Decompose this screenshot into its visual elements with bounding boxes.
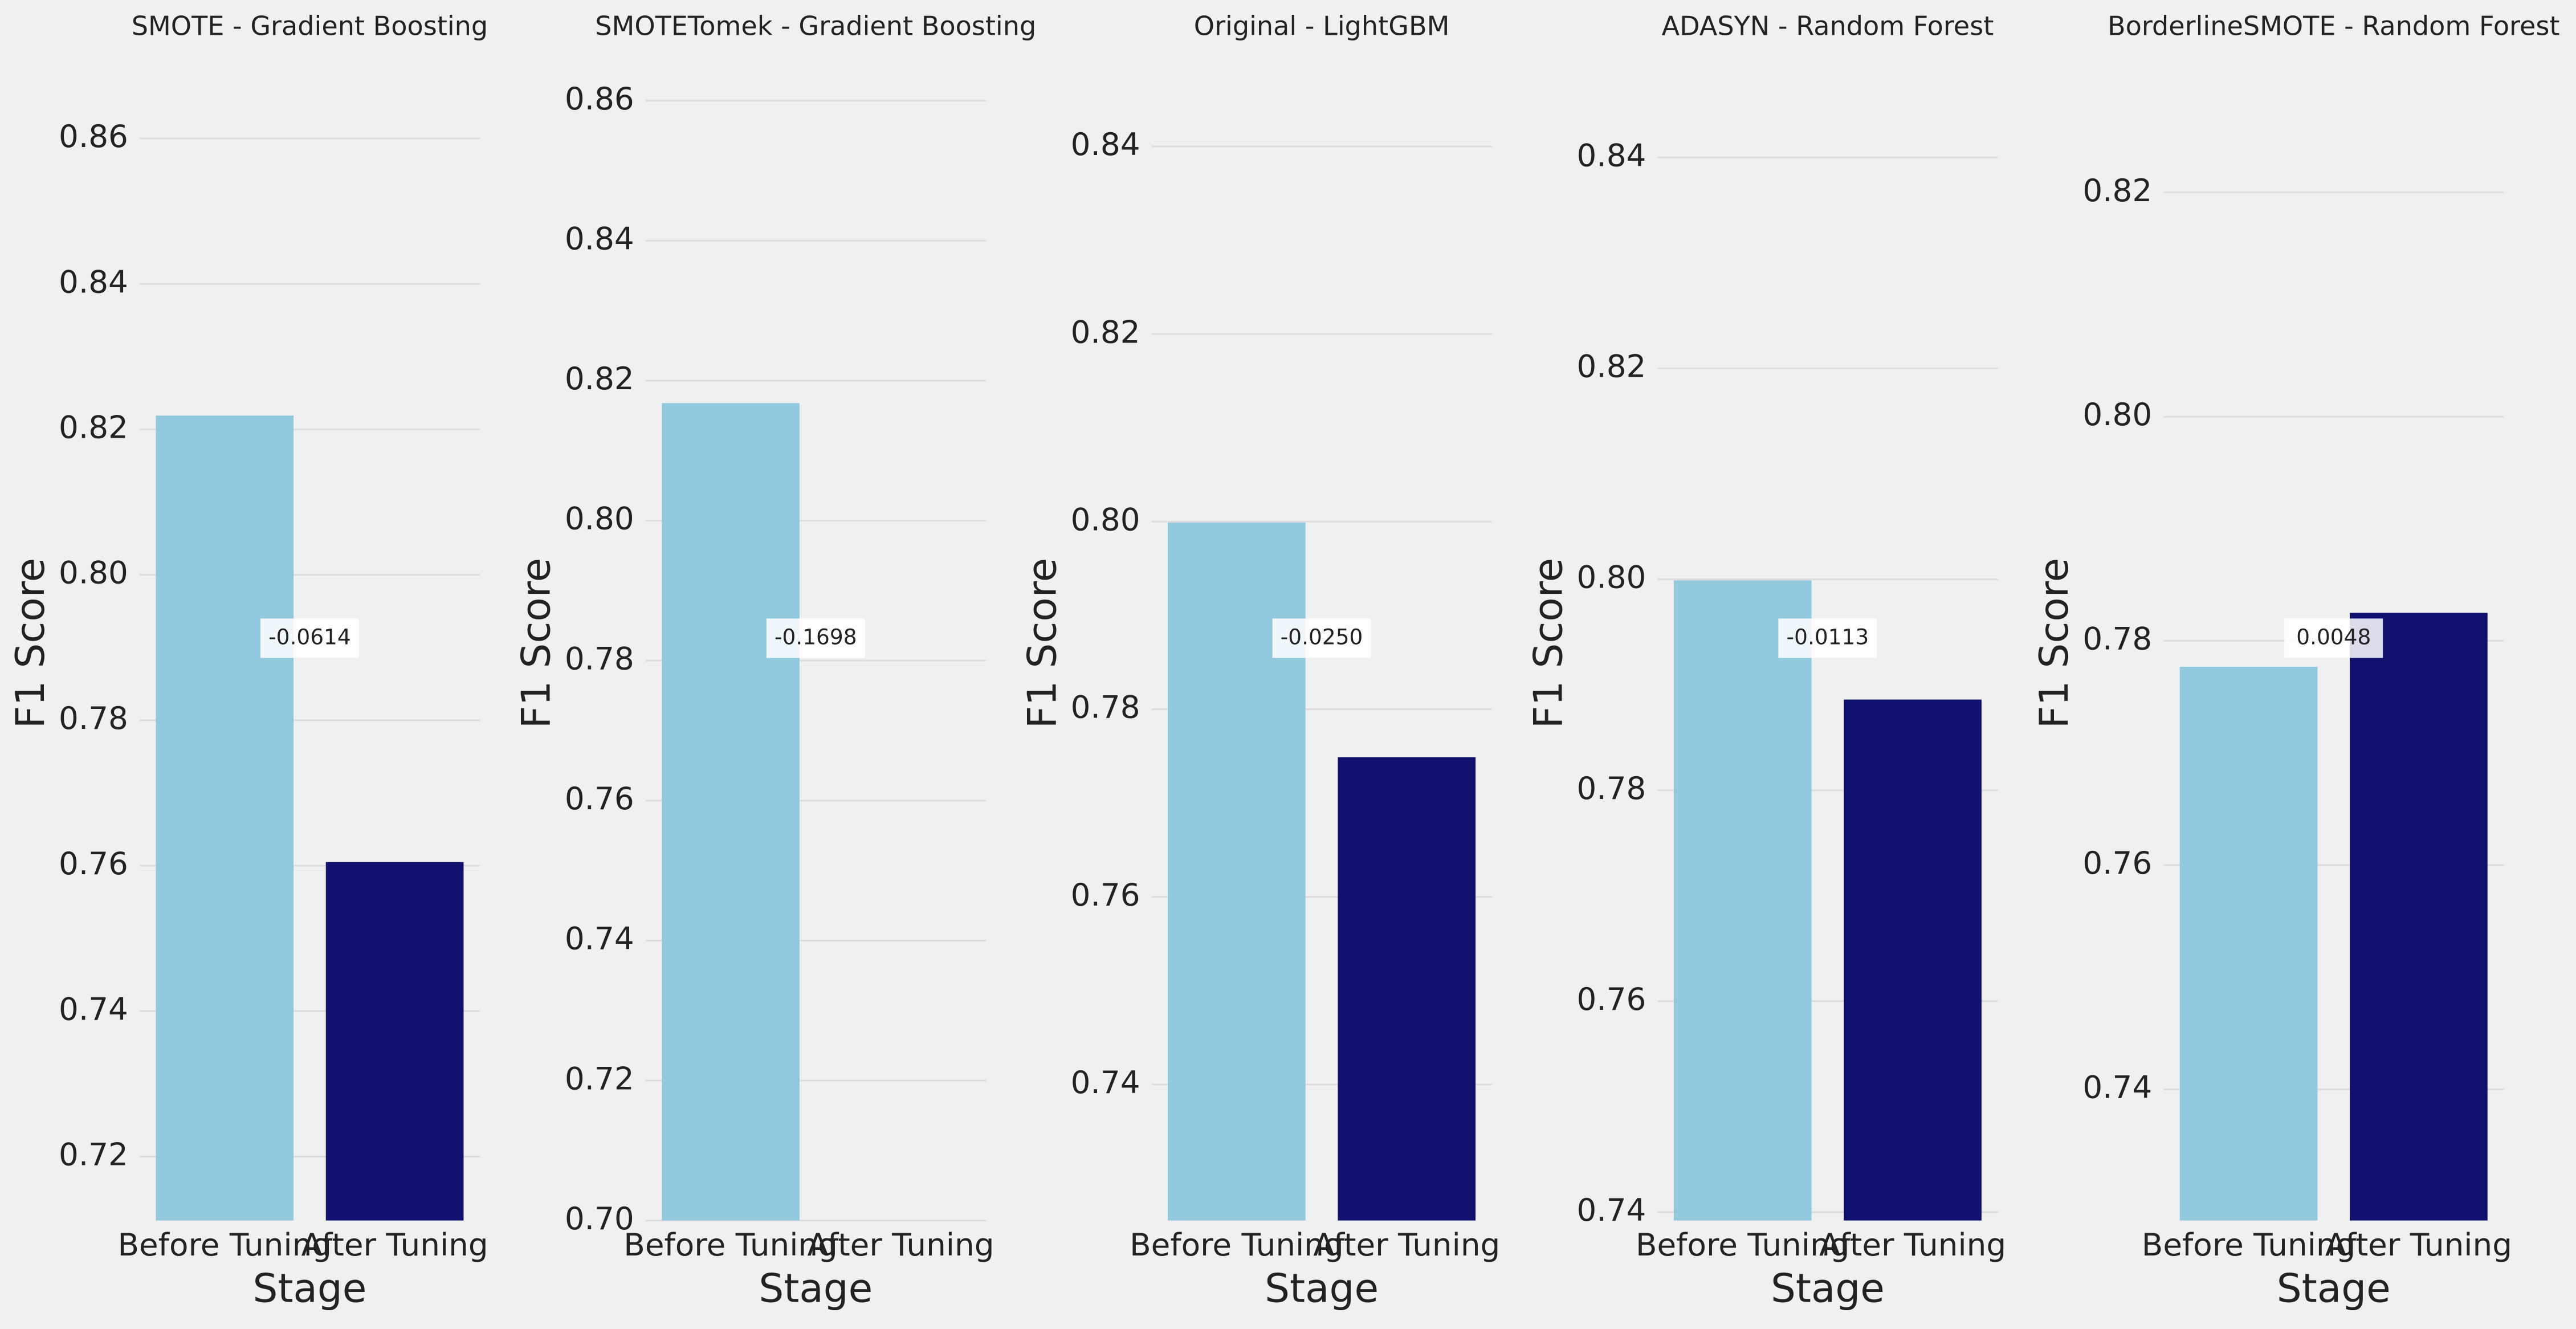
y-tick-label: 0.82 <box>1576 348 1646 385</box>
panel-title: BorderlineSMOTE - Random Forest <box>2108 11 2559 42</box>
y-tick-label: 0.76 <box>1071 877 1140 913</box>
x-tick-label: After Tuning <box>2325 1226 2512 1263</box>
annotation: -0.0250 <box>1281 624 1363 649</box>
x-tick-label: After Tuning <box>301 1226 488 1263</box>
annotation-box <box>260 618 359 658</box>
x-axis-label: Stage <box>1771 1266 1885 1312</box>
y-tick-label: 0.74 <box>565 920 634 957</box>
x-tick-label: Before Tuning <box>623 1226 838 1263</box>
annotation: -0.1698 <box>775 624 857 649</box>
x-axis-label: Stage <box>759 1266 873 1312</box>
x-tick-label: Before Tuning <box>1636 1226 1850 1263</box>
y-axis-label: F1 Score <box>2032 558 2077 729</box>
bar <box>2179 666 2318 1221</box>
panel: SMOTETomek - Gradient Boosting 0.70 0.72 0.… <box>514 11 1037 1312</box>
y-tick-label: 0.84 <box>565 220 634 256</box>
y-tick-label: 0.74 <box>59 990 128 1027</box>
y-tick-label: 0.86 <box>59 118 128 154</box>
y-axis-label: F1 Score <box>514 558 560 729</box>
bar <box>1673 580 1812 1221</box>
x-axis-label: Stage <box>252 1266 366 1312</box>
y-tick-label: 0.76 <box>2082 845 2152 881</box>
x-tick-label: Before Tuning <box>2142 1226 2356 1263</box>
y-tick-label: 0.76 <box>1576 981 1646 1017</box>
annotation: -0.0614 <box>268 624 351 649</box>
panel: SMOTE - Gradient Boosting 0.72 0.74 0.76 0.7… <box>8 11 488 1312</box>
y-axis-label: F1 Score <box>1020 558 1065 729</box>
y-axis-label: F1 Score <box>1526 558 1571 729</box>
y-tick-label: 0.82 <box>565 360 634 397</box>
x-tick-label: After Tuning <box>807 1226 994 1263</box>
y-tick-label: 0.82 <box>2082 172 2152 209</box>
x-tick-label: Before Tuning <box>1130 1226 1344 1263</box>
x-axis-label: Stage <box>2277 1266 2391 1312</box>
bar <box>2350 613 2488 1221</box>
x-tick-label: Before Tuning <box>117 1226 332 1263</box>
panel: BorderlineSMOTE - Random Forest 0.74 0.76 0… <box>2032 11 2559 1312</box>
y-tick-label: 0.84 <box>1071 126 1140 162</box>
y-tick-label: 0.78 <box>1071 689 1140 725</box>
y-tick-label: 0.84 <box>59 263 128 300</box>
annotation-box <box>2284 618 2383 658</box>
y-tick-label: 0.78 <box>2082 621 2152 657</box>
annotation-box <box>766 618 865 658</box>
y-tick-label: 0.76 <box>59 845 128 882</box>
bar <box>1844 699 1982 1221</box>
y-tick-label: 0.82 <box>1071 313 1140 350</box>
annotation-box <box>1272 618 1371 658</box>
y-axis-label: F1 Score <box>8 558 54 729</box>
y-tick-label: 0.74 <box>1071 1064 1140 1100</box>
x-tick-label: After Tuning <box>1819 1226 2006 1263</box>
panel-title: SMOTETomek - Gradient Boosting <box>595 11 1036 42</box>
y-tick-label: 0.72 <box>565 1060 634 1096</box>
annotation-box <box>1778 618 1877 658</box>
y-tick-label: 0.84 <box>1576 137 1646 173</box>
annotation: -0.0113 <box>1787 624 1869 649</box>
x-axis-label: Stage <box>1265 1266 1379 1312</box>
panel: Original - LightGBM 0.74 0.76 0.78 0.80 0.82 0… <box>1020 11 1500 1312</box>
annotation: 0.0048 <box>2296 624 2371 649</box>
y-tick-label: 0.80 <box>2082 396 2152 433</box>
y-tick-label: 0.78 <box>565 640 634 676</box>
y-tick-label: 0.78 <box>1576 770 1646 806</box>
y-tick-label: 0.80 <box>565 500 634 537</box>
y-tick-label: 0.76 <box>565 780 634 817</box>
bar <box>325 862 464 1221</box>
y-tick-label: 0.86 <box>565 80 634 117</box>
x-tick-label: After Tuning <box>1313 1226 1500 1263</box>
y-tick-label: 0.70 <box>565 1200 634 1237</box>
bar <box>662 403 800 1221</box>
y-tick-label: 0.72 <box>59 1136 128 1173</box>
y-tick-label: 0.80 <box>1071 501 1140 537</box>
bar <box>832 1220 970 1221</box>
panel-title: Original - LightGBM <box>1194 11 1450 42</box>
panel-title: SMOTE - Gradient Boosting <box>132 11 488 42</box>
panel: ADASYN - Random Forest 0.74 0.76 0.78 0.80 0.… <box>1526 11 2006 1312</box>
y-tick-label: 0.82 <box>59 409 128 445</box>
bar <box>156 415 294 1221</box>
y-tick-label: 0.74 <box>1576 1192 1646 1228</box>
y-tick-label: 0.74 <box>2082 1069 2152 1106</box>
y-tick-label: 0.80 <box>1576 559 1646 596</box>
y-tick-label: 0.80 <box>59 555 128 591</box>
y-tick-label: 0.78 <box>59 700 128 736</box>
panel-title: ADASYN - Random Forest <box>1662 11 1994 42</box>
bar <box>1338 757 1476 1221</box>
